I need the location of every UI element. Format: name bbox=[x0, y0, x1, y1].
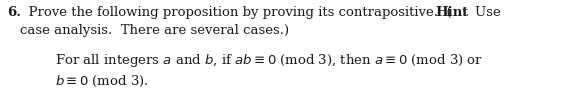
Text: Hint: Hint bbox=[435, 6, 468, 19]
Text: case analysis.  There are several cases.): case analysis. There are several cases.) bbox=[20, 24, 289, 37]
Text: $b \equiv 0\;$(mod 3).: $b \equiv 0\;$(mod 3). bbox=[55, 74, 149, 89]
Text: 6.: 6. bbox=[7, 6, 21, 19]
Text: Prove the following proposition by proving its contrapositive.  (: Prove the following proposition by provi… bbox=[20, 6, 451, 19]
Text: For all integers $a$ and $b$, if $ab \equiv 0\;$(mod 3), then $a \equiv 0\;$(mod: For all integers $a$ and $b$, if $ab \eq… bbox=[55, 52, 483, 69]
Text: :  Use: : Use bbox=[462, 6, 501, 19]
